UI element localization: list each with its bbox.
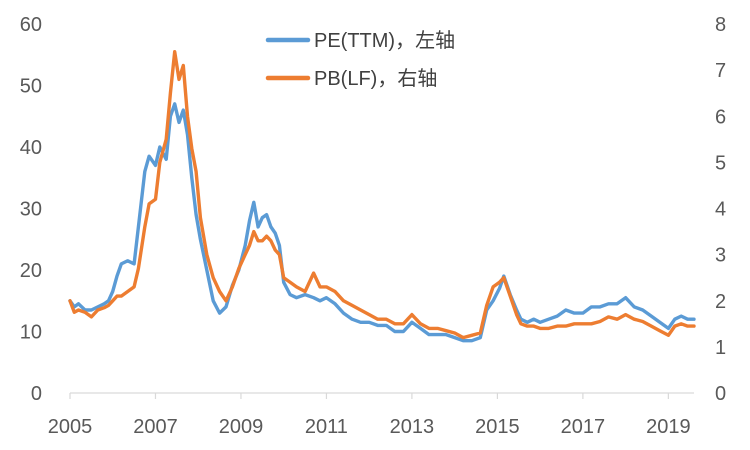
x-tick-label: 2015 xyxy=(475,416,520,438)
y-right-tick-label: 8 xyxy=(715,14,726,36)
legend-label-pe: PE(TTM)，左轴 xyxy=(314,29,455,52)
y-right-tick-label: 4 xyxy=(715,199,726,221)
legend-item-pe: PE(TTM)，左轴 xyxy=(265,29,455,52)
legend-label-pb: PB(LF)，右轴 xyxy=(314,67,437,90)
y-left-tick-label: 50 xyxy=(20,76,42,98)
x-tick-label: 2011 xyxy=(305,416,348,438)
y-right-tick-label: 3 xyxy=(715,245,726,267)
pb-lf-series-line xyxy=(68,50,696,340)
x-axis-ticks: 2005 2007 2009 2011 2013 2015 2017 2019 xyxy=(48,393,691,438)
y-left-tick-label: 40 xyxy=(20,137,42,159)
pe-ttm-series-line xyxy=(68,102,696,343)
x-tick-label: 2019 xyxy=(646,416,691,438)
legend: PE(TTM)，左轴 PB(LF)，右轴 xyxy=(265,29,455,90)
y-right-tick-label: 0 xyxy=(715,383,726,405)
y-left-tick-label: 0 xyxy=(31,383,42,405)
y-right-tick-label: 7 xyxy=(715,60,726,82)
x-tick-label: 2017 xyxy=(561,416,606,438)
x-tick-label: 2007 xyxy=(133,416,178,438)
y-left-tick-label: 10 xyxy=(20,322,42,344)
y-right-tick-label: 1 xyxy=(715,337,726,359)
y-right-tick-label: 5 xyxy=(715,152,726,174)
y-left-tick-label: 60 xyxy=(20,14,42,36)
y-left-tick-label: 30 xyxy=(20,199,42,221)
y-right-tick-label: 6 xyxy=(715,106,726,128)
y-left-tick-label: 20 xyxy=(20,260,42,282)
x-tick-label: 2009 xyxy=(219,416,264,438)
legend-item-pb: PB(LF)，右轴 xyxy=(265,67,437,90)
x-tick-label: 2013 xyxy=(390,416,435,438)
series-group xyxy=(68,50,696,343)
y-axis-right-ticks: 0 1 2 3 4 5 6 7 8 xyxy=(715,14,726,405)
y-axis-left-ticks: 0 10 20 30 40 50 60 xyxy=(20,14,42,405)
x-tick-label: 2005 xyxy=(48,416,93,438)
y-right-tick-label: 2 xyxy=(715,291,726,313)
